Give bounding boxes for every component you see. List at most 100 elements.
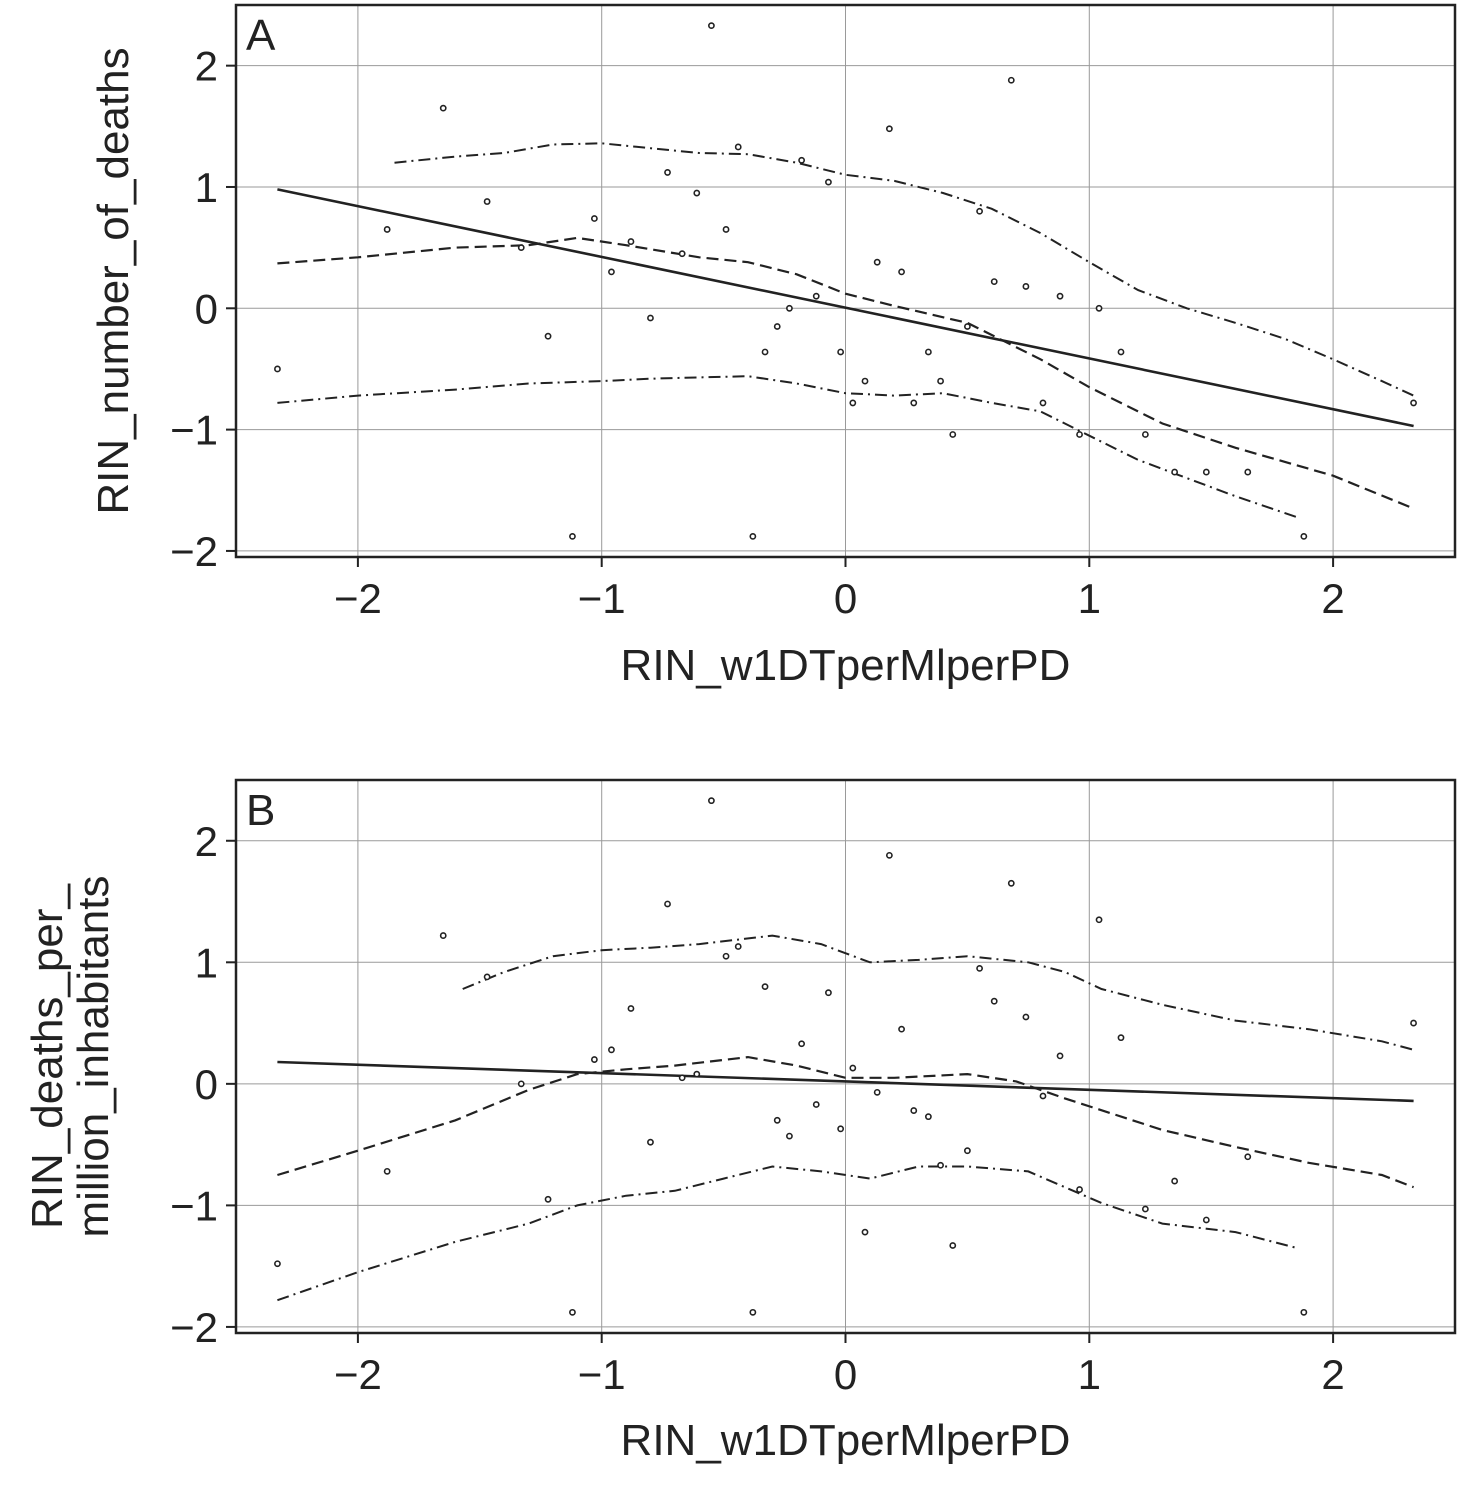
data-point — [837, 348, 845, 356]
upper-band-line — [462, 934, 1414, 1051]
data-point — [608, 268, 615, 276]
data-point — [647, 314, 654, 322]
data-point — [544, 332, 552, 340]
data-point — [708, 797, 715, 805]
x-tick-label: −2 — [334, 1351, 382, 1398]
data-point — [1095, 916, 1103, 924]
y-axis-label-line: RIN_number_of_deaths — [89, 47, 138, 514]
data-point — [1007, 76, 1015, 84]
data-point — [825, 989, 832, 997]
data-point — [1244, 1153, 1252, 1161]
panel-tag: A — [246, 11, 276, 60]
data-point — [590, 1056, 598, 1063]
data-point — [837, 1125, 845, 1133]
data-point — [773, 1116, 781, 1124]
data-point — [627, 238, 635, 245]
y-axis-label: RIN_number_of_deaths — [89, 47, 138, 514]
data-point — [1007, 879, 1015, 887]
data-point — [1141, 431, 1149, 438]
data-point — [678, 250, 686, 258]
data-point — [590, 215, 598, 222]
data-point — [439, 932, 447, 939]
data-point — [274, 365, 281, 373]
data-point — [964, 1147, 971, 1155]
x-tick-label: −1 — [578, 575, 626, 622]
data-point — [924, 1113, 932, 1121]
data-point — [1202, 1216, 1210, 1224]
data-point — [1171, 1177, 1179, 1185]
data-point — [990, 278, 998, 286]
data-point — [1056, 292, 1064, 300]
x-tick-label: 1 — [1078, 575, 1101, 622]
data-point — [517, 1080, 525, 1088]
data-point — [647, 1138, 654, 1146]
data-point — [1300, 1308, 1308, 1316]
data-point — [1076, 1186, 1083, 1193]
data-point — [898, 268, 905, 276]
panel-tag: B — [246, 786, 275, 835]
data-point — [885, 851, 893, 859]
y-tick-label: −1 — [170, 407, 218, 454]
data-point — [949, 1242, 957, 1249]
x-tick-label: 0 — [834, 1351, 857, 1398]
data-point — [812, 292, 820, 300]
smooth-line — [277, 1055, 1414, 1189]
x-tick-label: 2 — [1321, 1351, 1344, 1398]
data-point — [949, 431, 957, 438]
data-point — [798, 1040, 806, 1048]
data-point — [825, 178, 832, 186]
y-tick-label: −2 — [170, 1304, 218, 1351]
data-point — [544, 1195, 552, 1203]
data-point — [976, 964, 983, 972]
data-point — [749, 1308, 757, 1316]
lower-band-line — [277, 1165, 1297, 1302]
y-axis-label-line: RIN_deaths_per_ — [23, 884, 72, 1229]
data-point — [1141, 1205, 1149, 1213]
data-point — [749, 532, 757, 540]
data-point — [761, 348, 769, 356]
y-tick-label: −1 — [170, 1182, 218, 1229]
x-axis-label: RIN_w1DTperMlperPD — [621, 641, 1071, 690]
x-tick-label: 1 — [1078, 1351, 1101, 1398]
x-tick-label: −2 — [334, 575, 382, 622]
regression-line — [277, 1060, 1414, 1103]
lower-band-line — [277, 375, 1297, 518]
panel-a: −2 −1 0 1 2 −2 −1 0 1 2 RIN_w1DTperMlperPD RIN_numb… — [89, 3, 1457, 690]
data-point — [664, 169, 671, 176]
data-point — [693, 189, 701, 197]
data-point — [483, 973, 491, 981]
data-point — [849, 1064, 857, 1072]
data-point — [627, 1005, 635, 1012]
data-point — [1244, 468, 1252, 476]
data-point — [1039, 1092, 1047, 1100]
upper-band-line — [394, 142, 1415, 397]
data-point — [722, 226, 730, 233]
data-point — [1410, 399, 1417, 407]
data-point — [734, 943, 742, 950]
data-point — [898, 1025, 905, 1033]
smooth-line — [277, 236, 1415, 510]
regression-line — [277, 188, 1414, 428]
data-point — [937, 1161, 944, 1169]
x-tick-label: 2 — [1321, 575, 1344, 622]
y-axis-label: RIN_deaths_per_million_inhabitants — [23, 876, 118, 1238]
data-point — [910, 1107, 918, 1114]
data-point — [569, 1308, 576, 1316]
data-point — [274, 1260, 281, 1268]
data-point — [1022, 1013, 1030, 1021]
data-point — [1171, 468, 1179, 476]
data-point — [569, 532, 576, 540]
data-point — [722, 952, 730, 960]
data-point — [812, 1101, 820, 1108]
data-point — [924, 348, 932, 356]
y-axis-label-line: million_inhabitants — [69, 876, 118, 1238]
x-axis-label: RIN_w1DTperMlperPD — [621, 1416, 1071, 1465]
data-point — [798, 156, 806, 164]
data-point — [383, 226, 391, 233]
y-tick-label: 0 — [195, 1061, 218, 1108]
y-tick-label: 1 — [195, 939, 218, 986]
data-point — [517, 244, 525, 252]
data-point — [964, 323, 971, 330]
data-point — [1300, 532, 1308, 540]
